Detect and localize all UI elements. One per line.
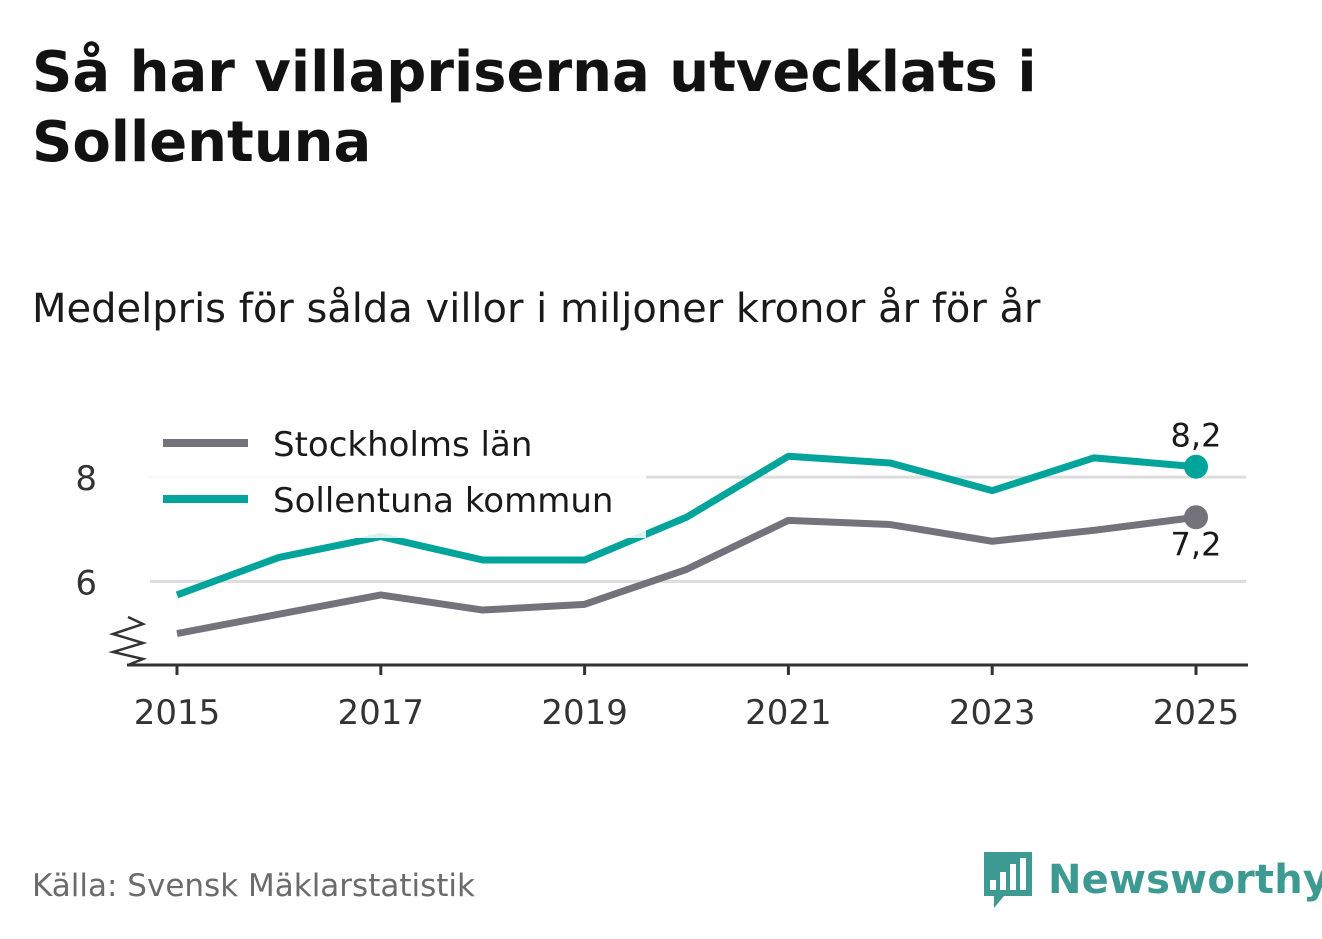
series-lines bbox=[175, 452, 1208, 637]
chart-title: Så har villapriserna utvecklats i Sollen… bbox=[32, 40, 1037, 175]
x-tick-label: 2019 bbox=[541, 693, 628, 733]
legend: Stockholms län Sollentuna kommun bbox=[150, 418, 646, 538]
end-point-stockholm bbox=[1184, 505, 1208, 530]
series-line-stockholm bbox=[176, 513, 1197, 637]
end-label-sollentuna: 8,2 bbox=[1171, 417, 1222, 455]
x-tick-label: 2025 bbox=[1153, 693, 1240, 733]
x-tick-label: 2023 bbox=[949, 693, 1036, 733]
y-axis-break-icon bbox=[108, 615, 148, 667]
y-tick-labels: 68 bbox=[75, 459, 97, 603]
brand-name: Newsworthy bbox=[1048, 857, 1322, 903]
newsworthy-logo-icon bbox=[984, 852, 1032, 908]
line-chart: 68 2015 2017 2019 2021 2023 2025 Stockholms l… bbox=[75, 417, 1248, 733]
legend-label-stockholm: Stockholms län bbox=[273, 425, 532, 465]
end-labels: 7,2 8,2 bbox=[1171, 417, 1222, 564]
brand-logo[interactable]: Newsworthy bbox=[980, 850, 1322, 910]
chart-subtitle: Medelpris för sålda villor i miljoner kr… bbox=[32, 286, 1041, 332]
end-label-stockholm: 7,2 bbox=[1171, 525, 1222, 563]
series-line-sollentuna bbox=[175, 452, 1197, 599]
legend-label-sollentuna: Sollentuna kommun bbox=[273, 481, 613, 521]
x-tick-label: 2015 bbox=[134, 693, 221, 733]
x-tick-label: 2017 bbox=[338, 693, 425, 733]
y-tick-label: 6 bbox=[75, 563, 97, 603]
x-axis: 2015 2017 2019 2021 2023 2025 bbox=[108, 615, 1248, 733]
y-tick-label: 8 bbox=[75, 459, 97, 499]
source-note: Källa: Svensk Mäklarstatistik bbox=[32, 868, 475, 904]
legend-background bbox=[150, 418, 646, 538]
end-point-sollentuna bbox=[1184, 454, 1208, 479]
x-tick-label: 2021 bbox=[745, 693, 832, 733]
